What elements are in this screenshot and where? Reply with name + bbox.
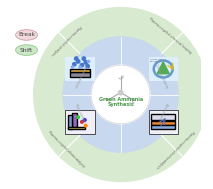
Circle shape [76, 60, 80, 63]
Circle shape [82, 57, 86, 60]
FancyBboxPatch shape [72, 113, 77, 127]
Text: Synthesis: Synthesis [107, 102, 134, 107]
FancyBboxPatch shape [65, 57, 95, 81]
FancyBboxPatch shape [151, 121, 176, 125]
Circle shape [83, 119, 86, 121]
FancyBboxPatch shape [148, 57, 178, 81]
Circle shape [84, 61, 87, 64]
Circle shape [91, 65, 150, 124]
Text: Break: Break [18, 33, 35, 37]
Circle shape [34, 8, 208, 181]
Text: Shift: Shift [20, 48, 33, 53]
Text: Electrocatalysis: Electrocatalysis [154, 102, 168, 125]
Circle shape [79, 66, 81, 68]
Polygon shape [157, 62, 169, 74]
Circle shape [86, 64, 89, 68]
Circle shape [118, 90, 123, 95]
FancyBboxPatch shape [65, 110, 95, 134]
Text: Photocatalysis: Photocatalysis [74, 103, 86, 124]
Circle shape [77, 116, 79, 119]
Text: 15 nm-dia
Plasma: 15 nm-dia Plasma [150, 59, 161, 62]
Circle shape [63, 37, 178, 152]
FancyBboxPatch shape [151, 125, 176, 129]
FancyBboxPatch shape [68, 127, 85, 129]
FancyBboxPatch shape [151, 114, 176, 120]
Text: Chemical looping: Chemical looping [154, 63, 168, 88]
Circle shape [80, 64, 84, 67]
Text: Plasma-coupled catalysis: Plasma-coupled catalysis [50, 24, 82, 56]
Circle shape [73, 63, 76, 66]
FancyBboxPatch shape [68, 115, 72, 129]
Text: Thermo-catalysis: Thermo-catalysis [73, 63, 87, 88]
Ellipse shape [16, 45, 37, 55]
Text: Green Ammonia: Green Ammonia [99, 97, 143, 102]
Circle shape [75, 57, 78, 60]
Text: Plasma-coupled chemical looping: Plasma-coupled chemical looping [148, 16, 192, 54]
FancyBboxPatch shape [148, 110, 178, 134]
FancyBboxPatch shape [70, 69, 91, 72]
Circle shape [84, 124, 87, 127]
FancyBboxPatch shape [70, 72, 91, 77]
Ellipse shape [16, 30, 37, 40]
Text: Plasma-coupled photocatalysis: Plasma-coupled photocatalysis [47, 130, 85, 168]
Text: Plasma-coupled electrocatalysis: Plasma-coupled electrocatalysis [155, 129, 195, 169]
Circle shape [71, 66, 74, 68]
Circle shape [81, 121, 83, 123]
Circle shape [87, 60, 90, 63]
